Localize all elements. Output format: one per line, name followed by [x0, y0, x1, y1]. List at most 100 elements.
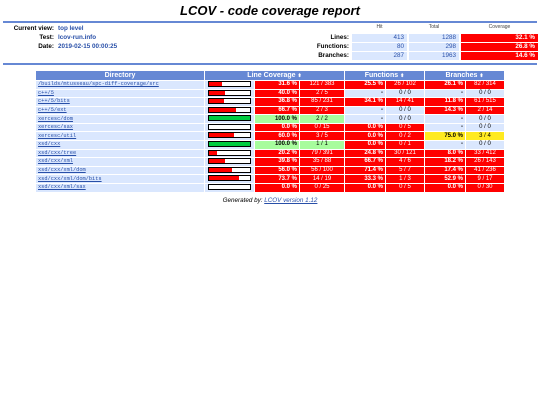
- coverage-bar-fill: [209, 167, 232, 172]
- table-row: xsd/cxx/xml/dom 56.0 % 56 / 100 71.4 % 5 / 7…: [36, 166, 504, 175]
- function-coverage-percent: 24.8 %: [345, 149, 385, 158]
- header-panel: Current view: top level Test: lcov-run.i…: [3, 23, 538, 63]
- branch-coverage-fraction: 0 / 30: [466, 183, 504, 192]
- line-coverage-fraction: 1 / 1: [300, 141, 344, 149]
- header-rule-top: [3, 21, 537, 23]
- branch-coverage-fraction: 0 / 0: [466, 141, 504, 149]
- line-coverage-fraction: 2 / 2: [300, 115, 344, 123]
- line-coverage-percent: 56.0 %: [255, 166, 299, 175]
- current-view-link[interactable]: top level: [58, 25, 84, 32]
- table-row: /builds/mtusseau/spc-diff-coverage/src 31…: [36, 81, 504, 89]
- coverage-bar: [205, 89, 254, 98]
- line-coverage-fraction: 85 / 231: [300, 98, 344, 106]
- directory-link[interactable]: c++/5/ext: [36, 106, 204, 115]
- branches-total: 1963: [409, 52, 459, 60]
- function-coverage-fraction: 0 / 0: [386, 106, 424, 115]
- line-coverage-percent: 0.0 %: [255, 183, 299, 192]
- directory-link[interactable]: xercesc/sax: [36, 123, 204, 132]
- date-label: Date:: [38, 43, 54, 50]
- branch-coverage-percent: 17.4 %: [425, 166, 465, 175]
- coverage-bar-fill: [209, 142, 250, 147]
- lcov-version-link[interactable]: LCOV version 1.12: [264, 196, 318, 204]
- directory-link[interactable]: xsd/cxx: [36, 141, 204, 149]
- function-coverage-fraction: 30 / 121: [386, 149, 424, 158]
- directory-link[interactable]: xercesc/dom: [36, 115, 204, 123]
- table-row: xercesc/dom 100.0 % 2 / 2-0 / 0-0 / 0: [36, 115, 504, 123]
- branch-coverage-percent: -: [425, 115, 465, 123]
- function-coverage-percent: -: [345, 106, 385, 115]
- line-coverage-column-header[interactable]: Line Coverage ⬍: [205, 71, 344, 80]
- table-row: xsd/cxx/xml/dom/bits 73.7 % 14 / 19 33.3 % 1…: [36, 175, 504, 183]
- branch-coverage-percent: -: [425, 89, 465, 98]
- coverage-column-header: Coverage: [488, 24, 511, 30]
- sort-icon[interactable]: ⬍: [400, 73, 405, 79]
- functions-total: 298: [409, 43, 459, 51]
- function-coverage-fraction: 1 / 3: [386, 175, 424, 183]
- directory-link[interactable]: xsd/cxx/xml/dom/bits: [36, 175, 204, 183]
- coverage-bar: [205, 141, 254, 149]
- branch-coverage-percent: 26.1 %: [425, 81, 465, 89]
- directory-link[interactable]: xsd/cxx/xml/dom: [36, 166, 204, 175]
- coverage-bar-fill: [209, 159, 226, 164]
- line-coverage-fraction: 0 / 25: [300, 183, 344, 192]
- directory-link[interactable]: xsd/cxx/tree: [36, 149, 204, 158]
- directory-link[interactable]: xsd/cxx/xml: [36, 158, 204, 166]
- coverage-bar-fill: [209, 176, 240, 181]
- function-coverage-percent: -: [345, 89, 385, 98]
- line-coverage-fraction: 35 / 88: [300, 158, 344, 166]
- functions-coverage: 26.8 %: [461, 43, 538, 51]
- directory-link[interactable]: c++/5: [36, 89, 204, 98]
- function-coverage-percent: 0.0 %: [345, 183, 385, 192]
- branch-coverage-percent: 75.0 %: [425, 132, 465, 141]
- coverage-bar: [205, 115, 254, 123]
- branch-coverage-fraction: 26 / 143: [466, 158, 504, 166]
- function-coverage-percent: 33.3 %: [345, 175, 385, 183]
- coverage-bar: [205, 149, 254, 158]
- directory-link[interactable]: xsd/cxx/xml/sax: [36, 183, 204, 192]
- line-coverage-percent: 100.0 %: [255, 141, 299, 149]
- function-coverage-percent: 25.5 %: [345, 81, 385, 89]
- branches-column-header[interactable]: Branches ⬍: [425, 71, 504, 80]
- line-coverage-percent: 73.7 %: [255, 175, 299, 183]
- function-coverage-percent: 71.4 %: [345, 166, 385, 175]
- coverage-bar: [205, 158, 254, 166]
- sort-icon[interactable]: ⬍: [297, 73, 302, 79]
- directory-link[interactable]: xercesc/util: [36, 132, 204, 141]
- line-coverage-fraction: 79 / 391: [300, 149, 344, 158]
- line-coverage-fraction: 14 / 19: [300, 175, 344, 183]
- branch-coverage-fraction: 41 / 236: [466, 166, 504, 175]
- branch-coverage-fraction: 82 / 314: [466, 81, 504, 89]
- coverage-bar: [205, 183, 254, 192]
- coverage-bar: [205, 132, 254, 141]
- total-column-header: Total: [428, 24, 440, 30]
- branch-coverage-percent: 8.0 %: [425, 149, 465, 158]
- line-coverage-percent: 31.6 %: [255, 81, 299, 89]
- coverage-bar-fill: [209, 107, 237, 112]
- branch-coverage-percent: 11.8 %: [425, 98, 465, 106]
- function-coverage-percent: 66.7 %: [345, 158, 385, 166]
- coverage-table: Directory Line Coverage ⬍ Functions ⬍ Br…: [35, 70, 505, 193]
- branch-coverage-fraction: 61 / 515: [466, 98, 504, 106]
- table-row: xercesc/sax 0.0 % 0 / 15 0.0 % 0 / 5-0 / 0: [36, 123, 504, 132]
- functions-column-header[interactable]: Functions ⬍: [345, 71, 424, 80]
- directory-link[interactable]: c++/5/bits: [36, 98, 204, 106]
- line-coverage-percent: 66.7 %: [255, 106, 299, 115]
- line-coverage-fraction: 0 / 15: [300, 123, 344, 132]
- branch-coverage-percent: -: [425, 141, 465, 149]
- footer-prefix: Generated by:: [222, 196, 265, 204]
- function-coverage-percent: 0.0 %: [345, 132, 385, 141]
- branch-coverage-fraction: 3 / 4: [466, 132, 504, 141]
- function-coverage-fraction: 0 / 5: [386, 123, 424, 132]
- sort-icon[interactable]: ⬍: [479, 73, 484, 79]
- directory-link[interactable]: /builds/mtusseau/spc-diff-coverage/src: [36, 81, 204, 89]
- branch-coverage-percent: 18.2 %: [425, 158, 465, 166]
- current-view-label: Current view:: [13, 25, 54, 32]
- line-coverage-fraction: 3 / 5: [300, 132, 344, 141]
- function-coverage-percent: 0.0 %: [345, 141, 385, 149]
- function-coverage-percent: -: [345, 115, 385, 123]
- branch-coverage-percent: -: [425, 123, 465, 132]
- coverage-bar: [205, 81, 254, 89]
- table-row: c++/5 40.0 % 2 / 5-0 / 0-0 / 0: [36, 89, 504, 98]
- test-value: lcov-run.info: [58, 34, 97, 41]
- line-coverage-percent: 60.0 %: [255, 132, 299, 141]
